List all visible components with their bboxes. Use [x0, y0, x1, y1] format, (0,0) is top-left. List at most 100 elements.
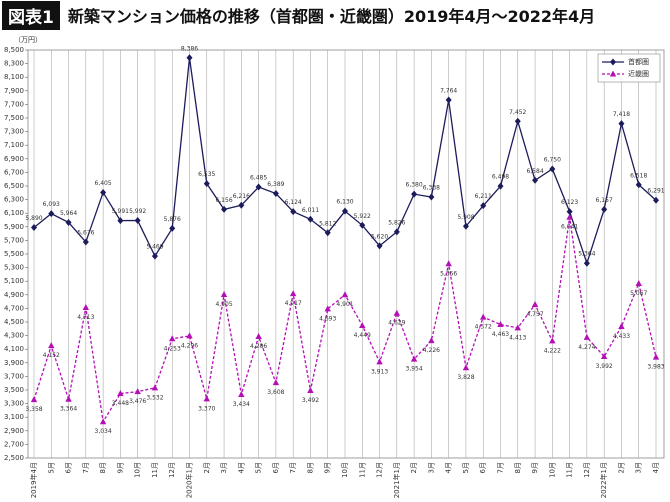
data-label: 4,226	[423, 347, 440, 354]
x-tick-label: 11月	[358, 462, 366, 478]
data-label: 3,492	[302, 397, 319, 404]
point	[549, 165, 556, 173]
point	[635, 279, 642, 286]
y-tick-label: 2,500	[4, 454, 24, 462]
data-label: 3,364	[60, 406, 77, 413]
point	[99, 418, 107, 425]
data-label: 5,890	[25, 215, 42, 222]
data-label: 4,463	[492, 331, 509, 338]
point	[290, 208, 297, 216]
point	[393, 309, 401, 316]
data-label: 6,041	[561, 224, 578, 231]
x-tick-label: 10月	[134, 462, 142, 478]
point	[601, 205, 608, 213]
point	[203, 395, 210, 402]
x-tick-label: 12月	[583, 462, 591, 478]
data-label: 4,296	[181, 342, 198, 349]
point	[359, 321, 366, 328]
data-label: 4,449	[354, 332, 371, 339]
x-tick-label: 11月	[566, 462, 574, 478]
point	[186, 54, 193, 62]
data-label: 5,364	[578, 251, 595, 258]
x-tick-label: 9月	[324, 462, 332, 473]
y-tick-label: 7,100	[4, 141, 24, 149]
data-label: 3,370	[198, 405, 215, 412]
y-tick-label: 4,300	[4, 332, 24, 340]
x-tick-label: 2022年1月	[599, 462, 608, 498]
point	[531, 301, 539, 308]
x-tick-label: 8月	[306, 462, 314, 473]
y-tick-label: 2,700	[4, 440, 24, 448]
plot-frame	[27, 49, 665, 459]
x-tick-label: 2月	[203, 462, 211, 473]
y-tick-label: 3,700	[4, 372, 24, 380]
data-label: 3,448	[112, 400, 129, 407]
data-label: 5,964	[60, 210, 77, 217]
data-label: 5,067	[630, 290, 647, 297]
point	[566, 208, 573, 216]
point	[480, 313, 487, 320]
x-tick-label: 4月	[652, 462, 660, 473]
point	[186, 332, 193, 339]
point	[255, 333, 262, 340]
point	[393, 228, 400, 236]
point	[221, 205, 228, 213]
data-label: 4,413	[509, 334, 526, 341]
data-label: 5,908	[457, 214, 474, 221]
data-label: 6,405	[95, 180, 112, 187]
data-label: 5,620	[371, 233, 388, 240]
y-tick-label: 4,900	[4, 291, 24, 299]
point	[359, 221, 366, 229]
point	[169, 224, 176, 232]
data-label: 4,572	[475, 324, 492, 331]
data-label: 4,433	[613, 333, 630, 340]
data-label: 5,676	[77, 230, 94, 237]
title-badge: 図表1	[2, 0, 60, 30]
data-label: 6,389	[267, 181, 284, 188]
point	[134, 217, 141, 225]
point	[514, 117, 521, 125]
x-tick-label: 12月	[168, 462, 176, 478]
x-tick-label: 11月	[151, 462, 159, 478]
data-label: 6,584	[526, 168, 543, 175]
data-label: 4,757	[526, 311, 543, 318]
x-tick-label: 3月	[427, 462, 435, 473]
point	[652, 353, 660, 360]
point	[428, 193, 435, 201]
point	[203, 180, 210, 188]
data-label: 5,356	[440, 270, 457, 277]
point	[134, 388, 141, 395]
point	[653, 196, 659, 204]
data-label: 3,992	[596, 363, 613, 370]
point	[445, 96, 452, 104]
point	[151, 384, 159, 391]
data-label: 4,713	[77, 314, 94, 321]
x-tick-label: 3月	[220, 462, 228, 473]
data-label: 7,452	[509, 109, 526, 116]
data-label: 6,157	[596, 197, 613, 204]
y-tick-label: 6,500	[4, 182, 24, 190]
point	[514, 324, 521, 331]
point	[169, 335, 176, 342]
point	[566, 213, 573, 220]
data-label: 4,917	[285, 300, 302, 307]
data-label: 4,693	[319, 315, 336, 322]
point	[497, 321, 504, 328]
point	[583, 259, 590, 267]
point	[618, 323, 625, 330]
y-tick-label: 6,900	[4, 155, 24, 163]
data-label: 3,913	[371, 368, 388, 375]
data-label: 4,222	[544, 347, 561, 354]
data-label: 5,876	[164, 216, 181, 223]
x-tick-label: 12月	[376, 462, 384, 478]
x-tick-label: 3月	[635, 462, 643, 473]
x-tick-label: 2021年1月	[392, 462, 401, 498]
y-tick-label: 3,500	[4, 386, 24, 394]
point	[462, 364, 470, 371]
data-label: 6,123	[561, 199, 578, 206]
y-tick-label: 3,100	[4, 413, 24, 421]
point	[31, 223, 37, 231]
x-tick-label: 6月	[272, 462, 280, 473]
data-label: 3,828	[457, 374, 474, 381]
y-tick-label: 8,500	[4, 46, 24, 54]
